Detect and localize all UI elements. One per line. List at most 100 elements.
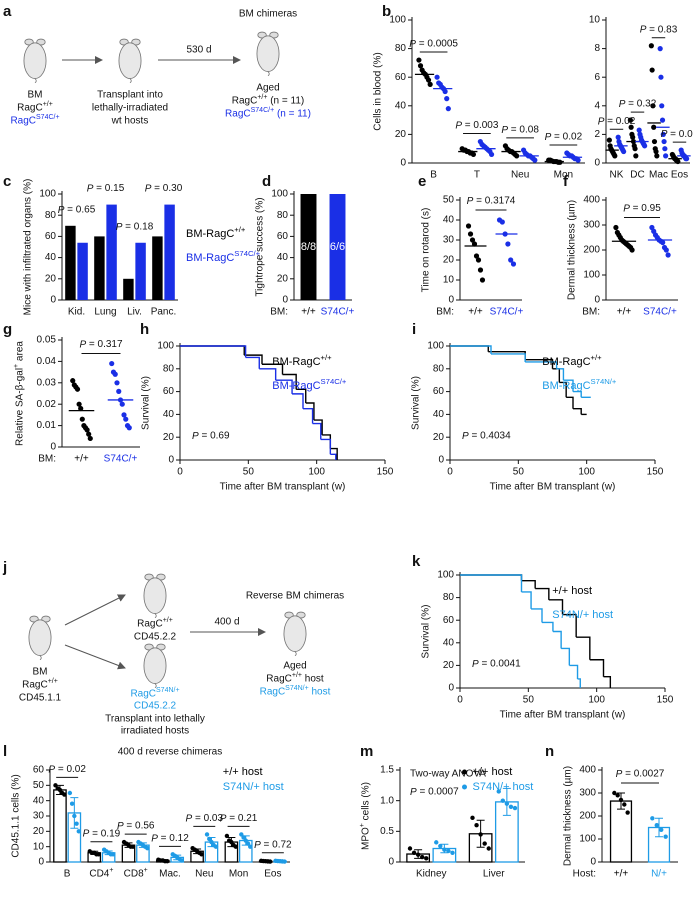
data-point — [267, 859, 273, 864]
y-tick-label: 20 — [433, 432, 445, 443]
y-tick-label: 30 — [33, 811, 45, 822]
value-label: 6/6 — [330, 241, 345, 253]
bar — [135, 242, 146, 300]
y-tick-label: 80 — [443, 592, 455, 603]
y-tick-label: 300 — [579, 788, 596, 799]
data-point — [557, 159, 563, 165]
p-value: P = 0.21 — [220, 813, 258, 824]
diagram-text: 400 d — [214, 617, 239, 628]
data-point — [224, 833, 230, 839]
data-point — [116, 388, 122, 394]
data-point — [126, 425, 132, 431]
data-point — [229, 839, 234, 845]
survival-step — [244, 354, 263, 365]
data-point — [424, 856, 429, 861]
panel-label: h — [140, 321, 149, 338]
y-tick-label: 40 — [45, 252, 57, 263]
survival-step — [322, 434, 332, 449]
bar — [65, 225, 76, 300]
data-point — [479, 277, 486, 283]
survival-step — [562, 613, 577, 638]
data-point — [621, 148, 627, 155]
data-point — [407, 846, 413, 851]
y-tick-label: 60 — [433, 386, 445, 397]
p-value: P = 0.08 — [501, 124, 539, 135]
bar — [106, 204, 117, 300]
y-tick-label: 50 — [443, 195, 455, 206]
data-point — [575, 157, 581, 163]
survival-step — [573, 408, 582, 415]
data-point — [110, 852, 116, 857]
data-point — [618, 797, 624, 803]
bar — [94, 236, 105, 300]
y-tick-label: 100 — [579, 834, 596, 845]
mouse-icon — [256, 31, 280, 76]
y-tick-label: 60 — [163, 386, 175, 397]
data-point — [654, 823, 659, 828]
panel-label: d — [262, 173, 271, 190]
legend-entry: +/+ host — [552, 585, 592, 597]
survival-step — [535, 587, 550, 600]
y-tick-label: 200 — [579, 811, 596, 822]
data-point — [642, 143, 648, 149]
survival-step — [292, 393, 304, 409]
diagram-text: RagCS74N/+ host — [260, 685, 331, 697]
data-point — [416, 57, 422, 63]
data-point — [514, 153, 520, 159]
survival-step — [559, 381, 567, 398]
p-value: P = 0.02 — [598, 116, 636, 127]
survival-step — [491, 353, 526, 362]
y-tick-label: 20 — [395, 129, 407, 140]
diagram-text: lethally-irradiated — [92, 103, 168, 114]
data-point — [650, 103, 656, 109]
p-value: P = 0.02 — [545, 132, 583, 143]
legend-marker — [462, 784, 467, 790]
survival-step — [303, 408, 314, 424]
x-tick-label: Liv. — [127, 307, 142, 318]
data-point — [87, 435, 93, 442]
data-point — [67, 790, 73, 796]
data-point — [427, 81, 433, 87]
y-axis-label: Cells in blood (%) — [373, 52, 384, 130]
survival-step — [450, 345, 489, 352]
y-axis-label: Time on rotarod (s) — [421, 208, 432, 293]
data-point — [445, 106, 451, 112]
y-axis-label: Survival (%) — [411, 376, 422, 430]
legend-entry: S74N/+ host — [552, 609, 613, 621]
x-tick-label: +/+ — [301, 307, 316, 318]
y-tick-label: 0.05 — [37, 335, 57, 346]
data-point — [633, 153, 639, 159]
data-point — [419, 854, 425, 860]
x-tick-label: N/+ — [651, 869, 667, 880]
diagram-text: Transplant into — [97, 90, 163, 101]
data-point — [74, 821, 79, 826]
diagram-text: Reverse BM chimeras — [246, 591, 344, 602]
data-point — [179, 858, 184, 863]
x-tick-label: DC — [630, 170, 644, 181]
y-tick-label: 0.02 — [37, 399, 57, 410]
data-point — [473, 253, 480, 259]
y-tick-label: 1.5 — [380, 765, 394, 776]
data-point — [245, 841, 251, 846]
survival-step — [556, 368, 565, 381]
data-point — [53, 783, 58, 788]
x-prefix: BM: — [270, 307, 288, 318]
data-point — [471, 241, 478, 247]
diagram-j: j BM RagC+/+ CD45.1.1 RagC+/+ CD45.2.2 R… — [2, 559, 344, 737]
data-point — [512, 805, 518, 811]
data-point — [470, 815, 475, 821]
p-value: P = 0.12 — [151, 833, 189, 844]
panel-label: g — [3, 321, 12, 338]
survival-step — [521, 579, 536, 589]
survival-step — [525, 358, 554, 369]
p-value: P = 0.317 — [79, 339, 123, 350]
data-point — [663, 834, 668, 839]
arrow — [64, 594, 126, 626]
data-point — [69, 801, 75, 806]
data-point — [612, 790, 617, 796]
panel-label: e — [418, 173, 426, 190]
y-tick-label: 50 — [33, 780, 45, 791]
data-point — [659, 103, 665, 109]
survival-step — [180, 345, 247, 358]
